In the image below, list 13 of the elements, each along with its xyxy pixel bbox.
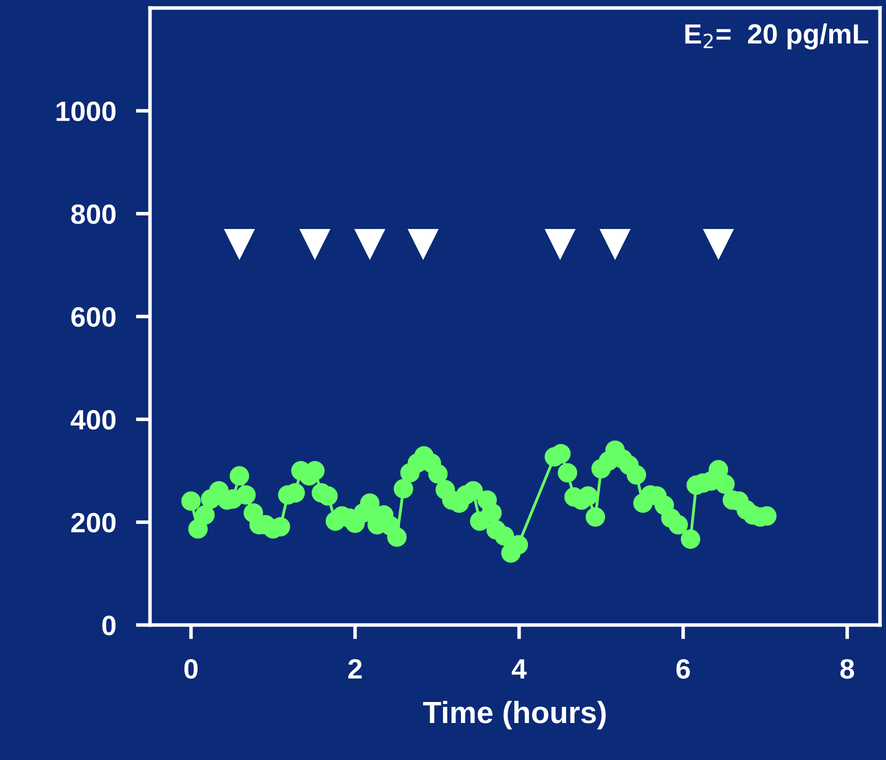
- x-tick-label: 4: [512, 659, 527, 678]
- y-tick-label: 800: [71, 204, 116, 224]
- x-tick-label: 6: [676, 659, 690, 679]
- y-tick-label: 200: [71, 512, 116, 533]
- x-tick-label: 0: [184, 659, 198, 679]
- x-axis-title: Time (hours): [423, 700, 606, 730]
- y-tick-label: 0: [102, 616, 116, 636]
- y-tick-label: 600: [71, 307, 116, 327]
- x-tick-label: 2: [348, 659, 362, 678]
- annotation: E$_{2}$= 20 pg/mL: [685, 23, 868, 50]
- x-tick-label: 8: [840, 659, 854, 679]
- y-tick-label: 400: [70, 410, 116, 430]
- y-tick-label: 1000: [56, 102, 116, 122]
